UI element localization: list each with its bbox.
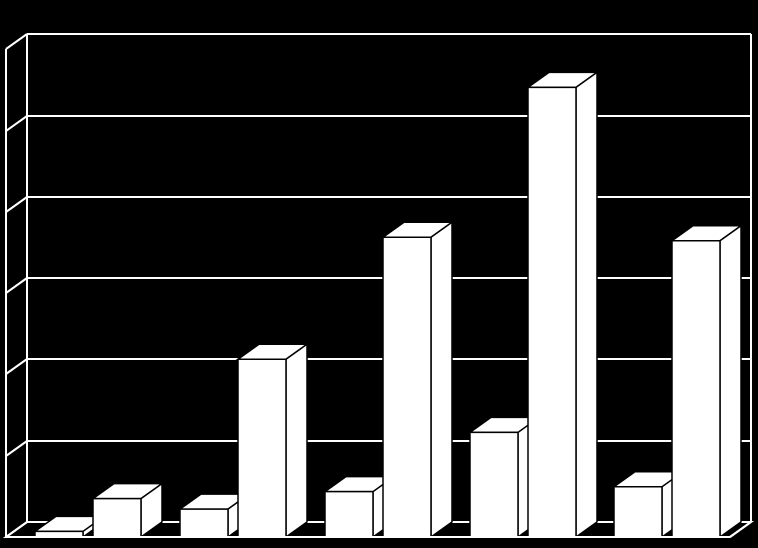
chart-svg [0, 0, 758, 548]
bar-front [614, 487, 662, 537]
bar-side [720, 226, 741, 537]
bar-side [431, 222, 452, 537]
bar-front [93, 499, 141, 537]
bar-front [672, 241, 720, 537]
bar-front [470, 432, 518, 537]
bar-side [576, 72, 597, 537]
bar-front [325, 492, 373, 537]
bar-front [238, 359, 286, 537]
bar-front [528, 87, 576, 537]
bar-chart-3d [0, 0, 758, 548]
bar-front [180, 509, 228, 537]
bar-side [286, 344, 307, 537]
chart-background [0, 0, 758, 548]
bar-front [383, 237, 431, 537]
